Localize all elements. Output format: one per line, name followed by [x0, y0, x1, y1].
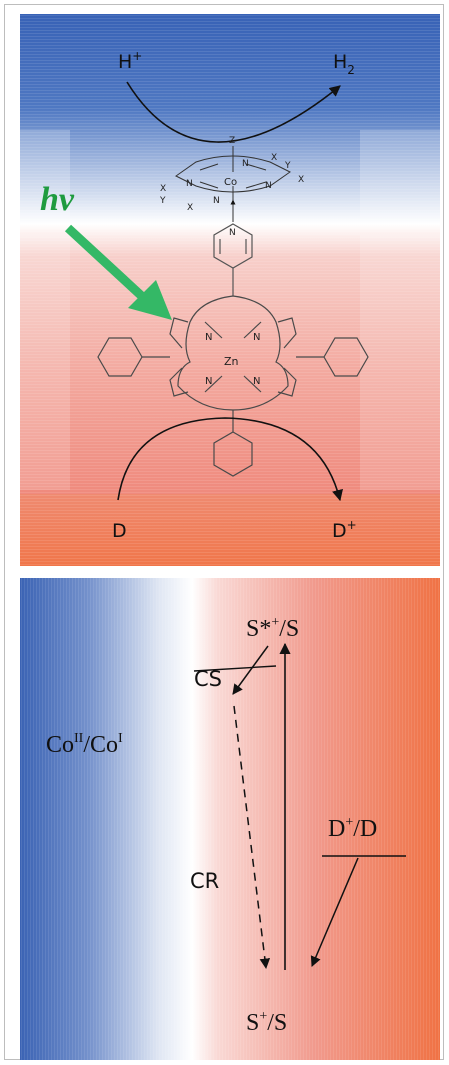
atom-n-label-4: N — [213, 196, 220, 206]
donor-label: D — [112, 520, 127, 542]
proton-reduction-arc — [126, 81, 341, 143]
h-plus-label: H+ — [118, 49, 142, 73]
pyridine-ring — [213, 223, 253, 296]
zinc-label: Zn — [224, 355, 239, 368]
donor-plus-label: D+ — [332, 518, 357, 542]
porphyrin-n-label-3: N — [205, 376, 212, 387]
atom-x-label-4: X — [187, 203, 193, 213]
oxidized-state-label: S+/S — [246, 1009, 287, 1036]
h2-label: H2 — [333, 51, 355, 77]
atom-x-label-1: X — [271, 153, 277, 163]
excited-state-label: S*+/S — [246, 615, 299, 642]
atom-z-label: Z — [229, 136, 235, 146]
atom-y-label-1: Y — [284, 161, 291, 171]
porphyrin-n-label-4: N — [253, 376, 260, 387]
charge-separation-arrow — [232, 645, 269, 695]
atom-n-label-2: N — [265, 181, 272, 191]
light-arrow-head — [128, 280, 172, 320]
top-panel-background — [20, 14, 440, 566]
light-arrow-shaft — [64, 224, 150, 304]
cobaloxime-structure — [175, 146, 291, 212]
atom-n-label-3: N — [186, 179, 193, 189]
donor-couple-label: D+/D — [328, 815, 377, 842]
cs-label: CS — [194, 667, 222, 691]
cr-label: CR — [190, 869, 219, 893]
porphyrin-structure — [97, 295, 369, 477]
pyridine-n-label: N — [229, 228, 236, 238]
atom-x-label-2: X — [298, 175, 304, 185]
atom-co-label: Co — [224, 177, 237, 188]
donor-reduction-arrow — [310, 857, 359, 967]
bottom-panel-background — [20, 578, 440, 1060]
porphyrin-n-label-2: N — [253, 332, 260, 343]
hv-label: hv — [40, 181, 75, 218]
porphyrin-n-label-1: N — [205, 332, 212, 343]
co-level-line — [193, 665, 277, 672]
atom-y-label-2: Y — [159, 196, 166, 206]
atom-n-label-1: N — [242, 159, 249, 169]
donor-oxidation-arc — [117, 417, 343, 502]
cobalt-couple-label: CoII/CoI — [46, 731, 123, 758]
charge-recombination-arrow — [233, 705, 271, 970]
atom-x-label-3: X — [160, 184, 166, 194]
